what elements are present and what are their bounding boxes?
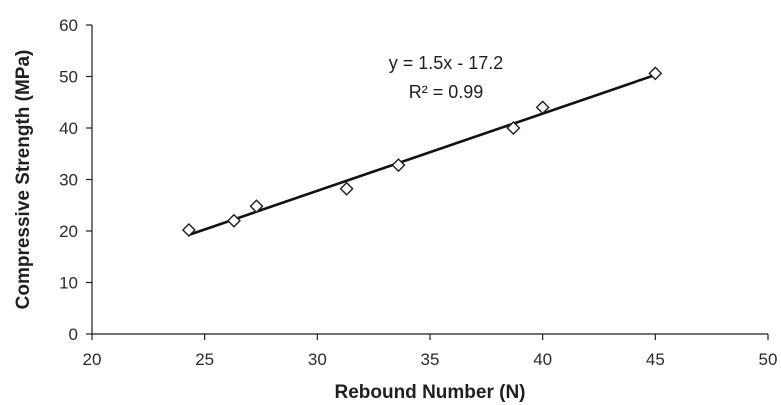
y-tick-label: 0 [69,325,78,344]
r-squared-label: R² = 0.99 [409,82,484,102]
data-point [506,121,521,135]
x-tick-label: 20 [83,350,102,369]
x-tick-label: 25 [195,350,214,369]
y-tick-label: 20 [59,222,78,241]
x-tick-label: 30 [308,350,327,369]
x-tick-label: 50 [759,350,778,369]
data-point [181,222,196,237]
trendline [188,73,656,237]
y-tick-label: 50 [59,68,78,87]
y-axis-title: Compressive Strength (MPa) [13,50,34,310]
y-tick-label: 10 [59,274,78,293]
x-tick-label: 35 [421,350,440,369]
x-tick-label: 45 [646,350,665,369]
data-point [339,181,354,196]
plot-area: 0 10 20 30 40 50 60 20 25 30 35 40 45 50 [59,16,777,369]
x-tick-label: 40 [533,350,552,369]
data-point [249,199,264,214]
data-point [391,158,406,173]
x-axis-title: Rebound Number (N) [334,382,525,403]
y-tick-label: 30 [59,171,78,190]
data-point [648,66,663,81]
data-point [226,213,241,228]
y-tick-label: 40 [59,119,78,138]
y-tick-label: 60 [59,16,78,35]
data-point [535,100,550,115]
trendline-equation: y = 1.5x - 17.2 [389,53,504,73]
